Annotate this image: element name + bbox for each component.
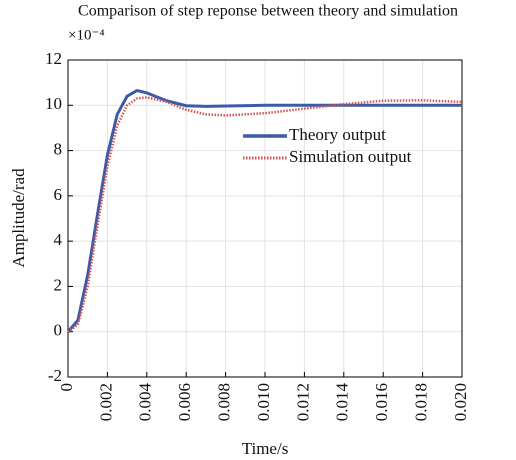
x-tick-label: 0.014: [333, 383, 352, 422]
x-tick-label: 0.010: [254, 383, 273, 421]
legend-label: Theory output: [289, 125, 386, 144]
chart-title: Comparison of step reponse between theor…: [78, 3, 458, 20]
y-axis-label: Amplitude/rad: [9, 168, 28, 268]
y-tick-label: 12: [45, 49, 62, 68]
x-tick-label: 0.018: [412, 383, 431, 421]
y-tick-label: 2: [54, 275, 63, 294]
y-tick-label: 10: [45, 94, 62, 113]
x-tick-label: 0.006: [175, 383, 194, 421]
x-tick-label: 0.020: [451, 383, 470, 421]
y-tick-label: -2: [48, 366, 62, 385]
y-tick-label: 8: [54, 139, 63, 158]
y-tick-label: 0: [54, 321, 63, 340]
x-tick-label: 0.016: [372, 383, 391, 421]
x-tick-label: 0.012: [293, 383, 312, 421]
x-tick-label: 0.004: [136, 383, 155, 422]
y-multiplier: ×10⁻⁴: [68, 27, 105, 43]
plot-frame: [67, 59, 463, 378]
x-tick-label: 0.008: [215, 383, 234, 421]
x-axis-label: Time/s: [242, 439, 289, 458]
x-tick-label: 0: [57, 383, 76, 392]
series-line: [67, 96, 463, 333]
y-tick-label: 4: [54, 230, 63, 249]
y-tick-label: 6: [54, 185, 63, 204]
legend-label: Simulation output: [289, 147, 412, 166]
x-tick-label: 0.002: [96, 383, 115, 421]
